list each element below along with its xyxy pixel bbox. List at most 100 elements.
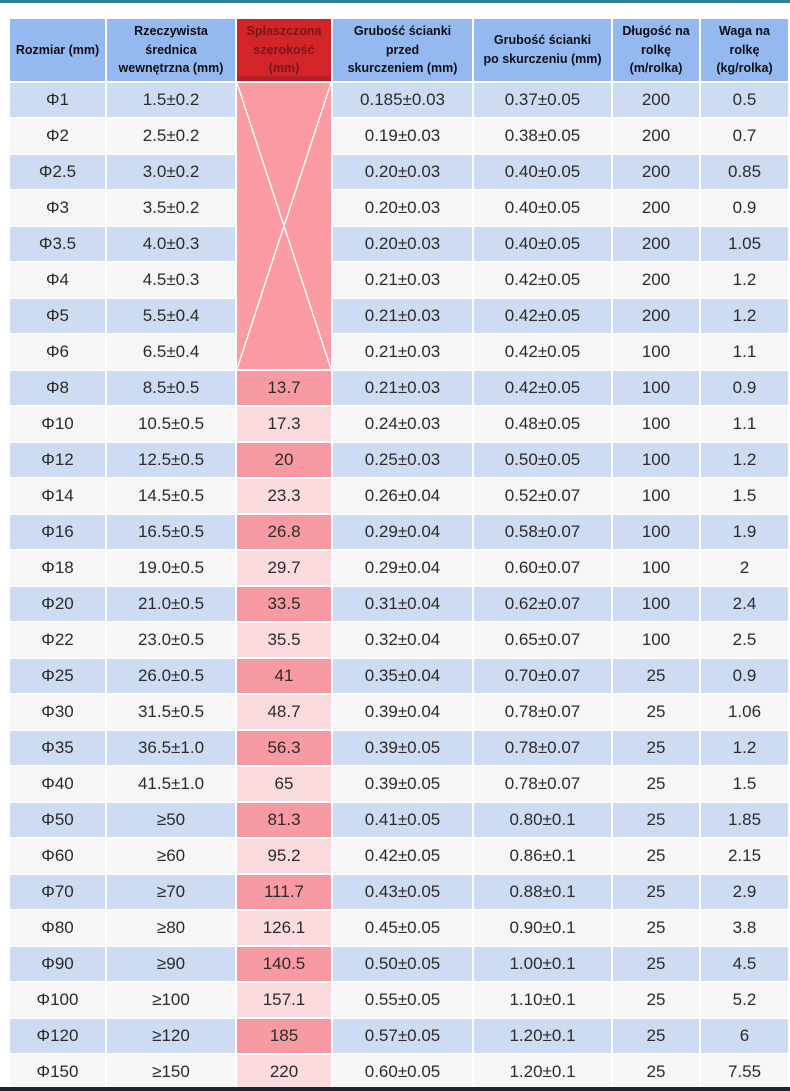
bottom-accent-bar: [0, 1087, 790, 1091]
cell-after: 0.62±0.07: [472, 585, 613, 623]
cell-after: 0.78±0.07: [472, 729, 613, 767]
table-row: Φ25 26.0±0.5 41 0.35±0.04 0.70±0.07 25 0.9: [8, 657, 790, 695]
cell-size: Φ50: [8, 801, 107, 839]
cell-weight: 1.5: [699, 477, 790, 515]
crossed-out-x-icon: [237, 83, 331, 369]
table-row: Φ1 1.5±0.2 0.185±0.03 0.37±0.05 200 0.5: [8, 81, 790, 371]
cell-size: Φ35: [8, 729, 107, 767]
cell-flat-width: 185: [235, 1017, 333, 1055]
table-row: Φ60 ≥60 95.2 0.42±0.05 0.86±0.1 25 2.15: [8, 837, 790, 875]
cell-after: 0.42±0.05: [472, 333, 613, 371]
header-flattened-width: Spłaszczona szerokość (mm): [235, 17, 333, 83]
cell-size: Φ20: [8, 585, 107, 623]
cell-before: 0.20±0.03: [331, 189, 474, 227]
cell-after: 0.65±0.07: [472, 621, 613, 659]
table-row: Φ120 ≥120 185 0.57±0.05 1.20±0.1 25 6: [8, 1017, 790, 1055]
cell-flat-width: 157.1: [235, 981, 333, 1019]
cell-flat-width: 140.5: [235, 945, 333, 983]
cell-after: 0.42±0.05: [472, 297, 613, 335]
cell-after: 1.00±0.1: [472, 945, 613, 983]
cell-diameter: 16.5±0.5: [105, 513, 237, 551]
cell-before: 0.55±0.05: [331, 981, 474, 1019]
cell-after: 0.52±0.07: [472, 477, 613, 515]
cell-before: 0.19±0.03: [331, 117, 474, 155]
cell-before: 0.57±0.05: [331, 1017, 474, 1055]
cell-flat-width: 41: [235, 657, 333, 695]
cell-before: 0.39±0.05: [331, 765, 474, 803]
cell-weight: 1.9: [699, 513, 790, 551]
cell-after: 0.37±0.05: [472, 81, 613, 119]
cell-after: 1.20±0.1: [472, 1017, 613, 1055]
table-row: Φ100 ≥100 157.1 0.55±0.05 1.10±0.1 25 5.2: [8, 981, 790, 1019]
cell-diameter: 10.5±0.5: [105, 405, 237, 443]
cell-after: 0.42±0.05: [472, 261, 613, 299]
cell-flat-width: 111.7: [235, 873, 333, 911]
cell-diameter: ≥60: [105, 837, 237, 875]
cell-before: 0.20±0.03: [331, 153, 474, 191]
cell-flat-width: 81.3: [235, 801, 333, 839]
cell-after: 1.20±0.1: [472, 1053, 613, 1091]
cell-before: 0.45±0.05: [331, 909, 474, 947]
cell-weight: 0.9: [699, 189, 790, 227]
cell-weight: 6: [699, 1017, 790, 1055]
cell-diameter: 4.0±0.3: [105, 225, 237, 263]
cell-before: 0.29±0.04: [331, 513, 474, 551]
cell-size: Φ4: [8, 261, 107, 299]
cell-diameter: 3.0±0.2: [105, 153, 237, 191]
cell-diameter: ≥100: [105, 981, 237, 1019]
cell-flat-width: 29.7: [235, 549, 333, 587]
table-row: Φ40 41.5±1.0 65 0.39±0.05 0.78±0.07 25 1.5: [8, 765, 790, 803]
cell-length: 200: [611, 189, 701, 227]
cell-flat-width: 26.8: [235, 513, 333, 551]
cell-after: 0.38±0.05: [472, 117, 613, 155]
cell-diameter: 31.5±0.5: [105, 693, 237, 731]
cell-before: 0.31±0.04: [331, 585, 474, 623]
cell-after: 0.58±0.07: [472, 513, 613, 551]
cell-flat-width: 220: [235, 1053, 333, 1091]
cell-weight: 1.2: [699, 261, 790, 299]
cell-size: Φ10: [8, 405, 107, 443]
flat-width-crossed-out-cell: [235, 81, 333, 371]
cell-before: 0.29±0.04: [331, 549, 474, 587]
cell-diameter: 14.5±0.5: [105, 477, 237, 515]
cell-length: 25: [611, 1017, 701, 1055]
cell-weight: 2.15: [699, 837, 790, 875]
cell-diameter: ≥80: [105, 909, 237, 947]
table-row: Φ6 6.5±0.4 0.21±0.03 0.42±0.05 100 1.1: [8, 333, 790, 371]
cell-weight: 4.5: [699, 945, 790, 983]
table-row: Φ8 8.5±0.5 13.7 0.21±0.03 0.42±0.05 100 0.9: [8, 369, 790, 407]
cell-diameter: 41.5±1.0: [105, 765, 237, 803]
table-row: Φ14 14.5±0.5 23.3 0.26±0.04 0.52±0.07 100 1.5: [8, 477, 790, 515]
cell-before: 0.39±0.04: [331, 693, 474, 731]
cell-after: 0.78±0.07: [472, 765, 613, 803]
table-header: Rozmiar (mm) Rzeczywista średnica wewnęt…: [8, 17, 790, 83]
cell-after: 0.50±0.05: [472, 441, 613, 479]
cell-weight: 1.2: [699, 441, 790, 479]
cell-diameter: 21.0±0.5: [105, 585, 237, 623]
table-row: Φ10 10.5±0.5 17.3 0.24±0.03 0.48±0.05 100 1.1: [8, 405, 790, 443]
cell-diameter: 26.0±0.5: [105, 657, 237, 695]
cell-size: Φ40: [8, 765, 107, 803]
table-row: Φ2 2.5±0.2 0.19±0.03 0.38±0.05 200 0.7: [8, 117, 790, 155]
cell-length: 25: [611, 981, 701, 1019]
table-body: Φ1 1.5±0.2 0.185±0.03 0.37±0.05 200 0.5 Φ2 2.5±…: [8, 81, 790, 1091]
cell-before: 0.21±0.03: [331, 369, 474, 407]
cell-size: Φ25: [8, 657, 107, 695]
cell-size: Φ70: [8, 873, 107, 911]
table-row: Φ3 3.5±0.2 0.20±0.03 0.40±0.05 200 0.9: [8, 189, 790, 227]
table-row: Φ18 19.0±0.5 29.7 0.29±0.04 0.60±0.07 100 2: [8, 549, 790, 587]
cell-length: 100: [611, 333, 701, 371]
table-row: Φ5 5.5±0.4 0.21±0.03 0.42±0.05 200 1.2: [8, 297, 790, 335]
cell-before: 0.39±0.05: [331, 729, 474, 767]
cell-after: 0.40±0.05: [472, 225, 613, 263]
table-row: Φ20 21.0±0.5 33.5 0.31±0.04 0.62±0.07 100 2.4: [8, 585, 790, 623]
cell-length: 100: [611, 585, 701, 623]
cell-weight: 0.85: [699, 153, 790, 191]
shrink-tube-spec-table: Rozmiar (mm) Rzeczywista średnica wewnęt…: [8, 17, 790, 1091]
cell-after: 0.42±0.05: [472, 369, 613, 407]
table-row: Φ50 ≥50 81.3 0.41±0.05 0.80±0.1 25 1.85: [8, 801, 790, 839]
cell-weight: 2.5: [699, 621, 790, 659]
cell-weight: 2: [699, 549, 790, 587]
cell-after: 0.70±0.07: [472, 657, 613, 695]
cell-weight: 7.55: [699, 1053, 790, 1091]
